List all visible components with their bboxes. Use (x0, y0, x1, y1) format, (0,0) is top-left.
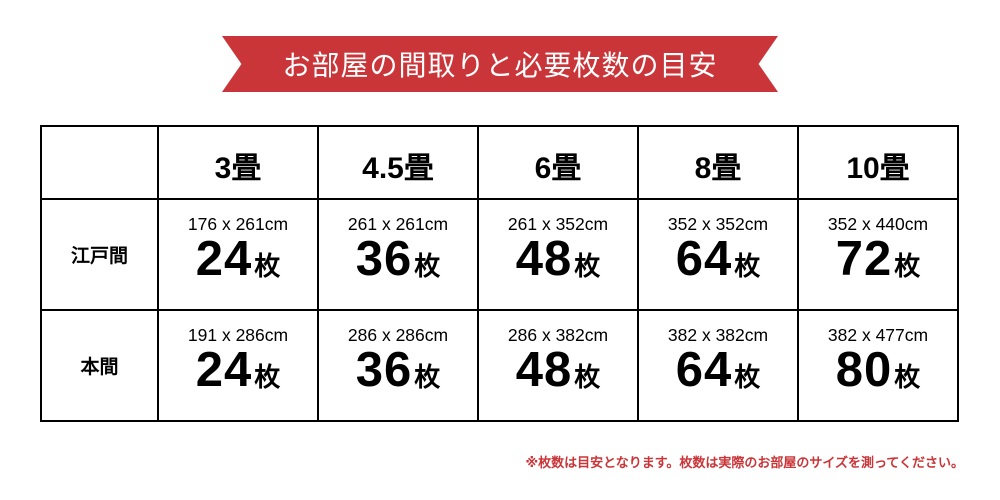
row-header: 本間 (40, 309, 159, 422)
column-header-label: 6畳 (534, 151, 582, 185)
mat-count-unit: 枚 (574, 252, 601, 282)
mat-count-unit: 枚 (574, 363, 601, 393)
room-dimensions: 286 x 286cm (347, 325, 449, 345)
table-cell: 191 x 286cm 24枚 (157, 309, 319, 422)
table-cell: 286 x 382cm 48枚 (477, 309, 639, 422)
table-row: 江戸間 176 x 261cm 24枚 261 x 261cm 36枚 261 … (40, 198, 959, 311)
mat-count: 64 (675, 343, 733, 397)
mat-count-unit: 枚 (894, 363, 921, 393)
room-dimensions: 176 x 261cm (187, 214, 289, 234)
corner-cell (40, 125, 159, 200)
table-cell: 382 x 477cm 80枚 (797, 309, 959, 422)
banner-title: お部屋の間取りと必要枚数の目安 (282, 49, 718, 82)
column-header-label: 3畳 (214, 151, 262, 185)
row-label: 本間 (80, 356, 119, 378)
table-cell: 382 x 382cm 64枚 (637, 309, 799, 422)
table-cell: 176 x 261cm 24枚 (157, 198, 319, 311)
room-dimensions: 382 x 382cm (667, 325, 769, 345)
disclaimer-note: ※枚数は目安となります。枚数は実際のお部屋のサイズを測ってください。 (525, 456, 964, 471)
mat-count: 72 (835, 232, 893, 286)
room-dimensions: 261 x 261cm (347, 214, 449, 234)
row-header: 江戸間 (40, 198, 159, 311)
mat-count: 48 (515, 343, 573, 397)
table-cell: 352 x 440cm 72枚 (797, 198, 959, 311)
mat-count-unit: 枚 (254, 252, 281, 282)
row-label: 江戸間 (70, 245, 128, 267)
room-dimensions: 382 x 477cm (827, 325, 929, 345)
column-header-label: 10畳 (846, 151, 910, 185)
mat-count-unit: 枚 (254, 363, 281, 393)
mat-count-unit: 枚 (734, 252, 761, 282)
column-header-label: 8畳 (694, 151, 742, 185)
column-header: 10畳 (797, 125, 959, 200)
room-dimensions: 261 x 352cm (507, 214, 609, 234)
mat-count: 36 (355, 343, 413, 397)
table-cell: 261 x 261cm 36枚 (317, 198, 479, 311)
table-cell: 352 x 352cm 64枚 (637, 198, 799, 311)
mat-count-unit: 枚 (414, 363, 441, 393)
mat-count: 64 (675, 232, 733, 286)
column-header: 4.5畳 (317, 125, 479, 200)
mat-count: 48 (515, 232, 573, 286)
room-dimensions: 352 x 352cm (667, 214, 769, 234)
room-size-table: 3畳 4.5畳 6畳 8畳 10畳 江戸間 176 x 261cm 24枚 26… (40, 125, 959, 422)
mat-count: 24 (195, 232, 253, 286)
table-row: 本間 191 x 286cm 24枚 286 x 286cm 36枚 286 x… (40, 309, 959, 422)
mat-count-unit: 枚 (734, 363, 761, 393)
table-cell: 286 x 286cm 36枚 (317, 309, 479, 422)
mat-count-unit: 枚 (894, 252, 921, 282)
room-dimensions: 191 x 286cm (187, 325, 289, 345)
column-header: 6畳 (477, 125, 639, 200)
title-banner: お部屋の間取りと必要枚数の目安 (222, 36, 778, 92)
column-header: 8畳 (637, 125, 799, 200)
mat-count: 24 (195, 343, 253, 397)
column-header-label: 4.5畳 (362, 151, 434, 185)
mat-count: 80 (835, 343, 893, 397)
table-cell: 261 x 352cm 48枚 (477, 198, 639, 311)
header-row: 3畳 4.5畳 6畳 8畳 10畳 (40, 125, 959, 200)
mat-count-unit: 枚 (414, 252, 441, 282)
column-header: 3畳 (157, 125, 319, 200)
room-dimensions: 352 x 440cm (827, 214, 929, 234)
mat-count: 36 (355, 232, 413, 286)
room-dimensions: 286 x 382cm (507, 325, 609, 345)
